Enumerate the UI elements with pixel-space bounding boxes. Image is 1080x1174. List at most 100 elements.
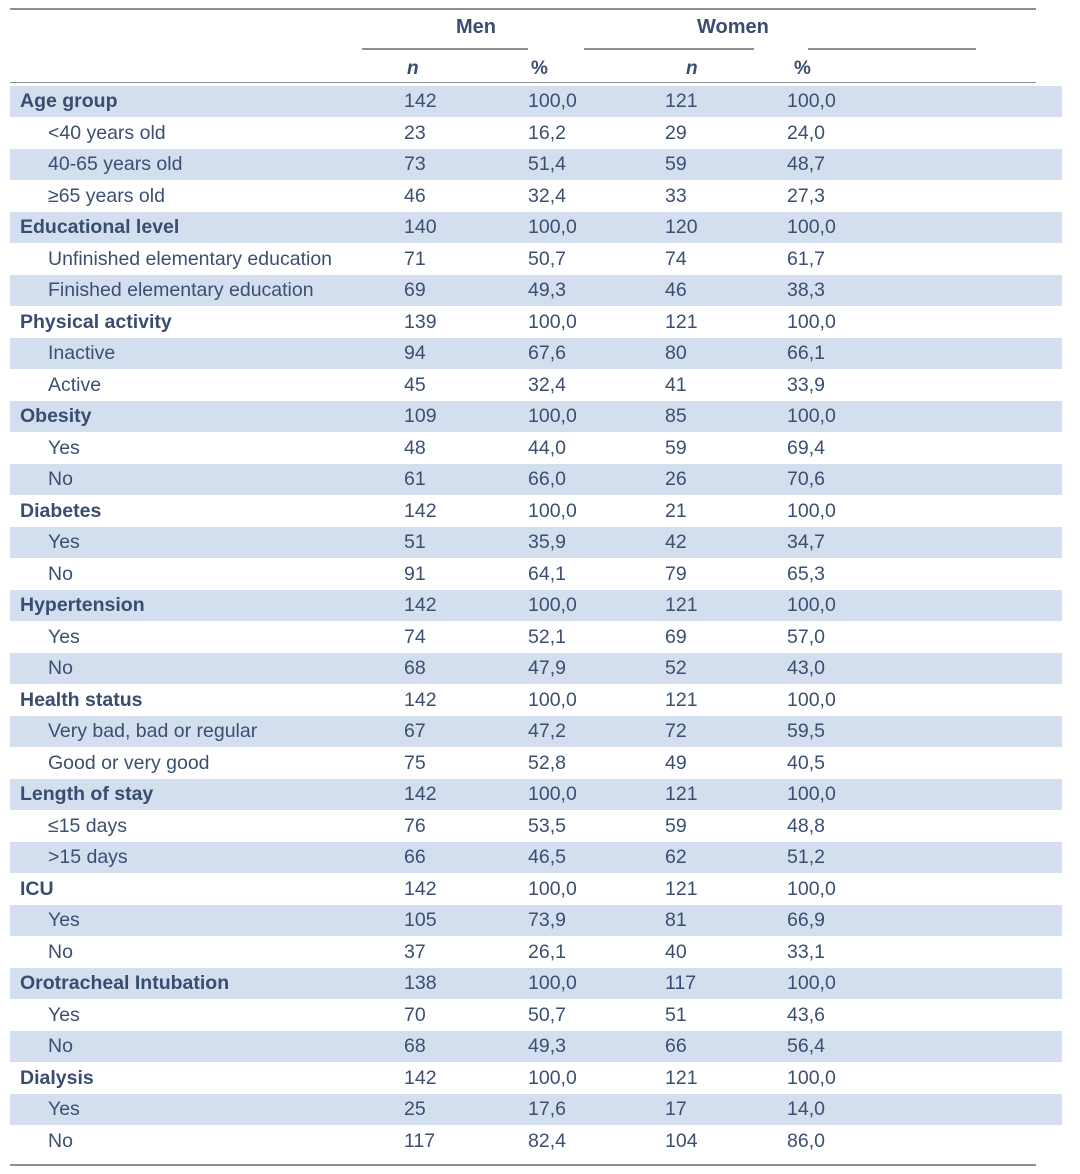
- table-row: Active 45 32,4 41 33,9: [0, 370, 1080, 401]
- table-row: Orotracheal Intubation 138 100,0 117 100,0: [0, 968, 1080, 999]
- women-pct-cell: 56,4: [787, 1035, 825, 1057]
- table-row: No 117 82,4 104 86,0: [0, 1126, 1080, 1157]
- table-row: Inactive 94 67,6 80 66,1: [0, 338, 1080, 369]
- women-n-cell: 59: [665, 153, 687, 175]
- men-n-cell: 23: [404, 122, 426, 144]
- women-n-cell: 49: [665, 752, 687, 774]
- men-pct-cell: 51,4: [528, 153, 566, 175]
- women-n-cell: 40: [665, 941, 687, 963]
- table-row: Finished elementary education 69 49,3 46 38,…: [0, 275, 1080, 306]
- men-n-cell: 142: [404, 689, 437, 711]
- men-n-cell: 142: [404, 90, 437, 112]
- women-n-cell: 33: [665, 185, 687, 207]
- table-row: Good or very good 75 52,8 49 40,5: [0, 748, 1080, 779]
- men-pct-cell: 100,0: [528, 972, 577, 994]
- women-n-cell: 121: [665, 878, 698, 900]
- table-top-rule: [10, 8, 1036, 10]
- women-n-cell: 121: [665, 783, 698, 805]
- men-n-cell: 66: [404, 846, 426, 868]
- women-pct-cell: 48,7: [787, 153, 825, 175]
- row-label: ≥65 years old: [48, 185, 165, 207]
- women-pct-cell: 34,7: [787, 531, 825, 553]
- men-pct-cell: 100,0: [528, 216, 577, 238]
- men-pct-cell: 16,2: [528, 122, 566, 144]
- women-pct-cell: 100,0: [787, 216, 836, 238]
- table-row: No 61 66,0 26 70,6: [0, 464, 1080, 495]
- men-n-cell: 68: [404, 1035, 426, 1057]
- men-pct-cell: 50,7: [528, 248, 566, 270]
- row-label: Good or very good: [48, 752, 210, 774]
- women-n-cell: 74: [665, 248, 687, 270]
- women-n-cell: 62: [665, 846, 687, 868]
- row-label: Obesity: [20, 405, 92, 427]
- row-label: Inactive: [48, 342, 116, 364]
- women-n-cell: 17: [665, 1098, 687, 1120]
- women-n-cell: 29: [665, 122, 687, 144]
- table-row: Unfinished elementary education 71 50,7 74 6…: [0, 244, 1080, 275]
- women-pct-cell: 70,6: [787, 468, 825, 490]
- row-label: Diabetes: [20, 500, 102, 522]
- men-n-cell: 48: [404, 437, 426, 459]
- women-pct-cell: 48,8: [787, 815, 825, 837]
- men-n-cell: 37: [404, 941, 426, 963]
- men-pct-cell: 100,0: [528, 311, 577, 333]
- women-pct-cell: 100,0: [787, 1067, 836, 1089]
- women-n-cell: 121: [665, 90, 698, 112]
- row-label: No: [48, 1035, 73, 1057]
- men-n-cell: 51: [404, 531, 426, 553]
- table-row: Yes 48 44,0 59 69,4: [0, 433, 1080, 464]
- men-n-cell: 70: [404, 1004, 426, 1026]
- table-row: Diabetes 142 100,0 21 100,0: [0, 496, 1080, 527]
- women-n-cell: 81: [665, 909, 687, 931]
- men-n-cell: 109: [404, 405, 437, 427]
- women-n-cell: 121: [665, 311, 698, 333]
- table-row: >15 days 66 46,5 62 51,2: [0, 842, 1080, 873]
- row-label: Yes: [48, 1004, 80, 1026]
- men-pct-cell: 49,3: [528, 1035, 566, 1057]
- men-n-cell: 25: [404, 1098, 426, 1120]
- men-n-cell: 45: [404, 374, 426, 396]
- women-pct-cell: 100,0: [787, 90, 836, 112]
- men-pct-cell: 49,3: [528, 279, 566, 301]
- table-row: Hypertension 142 100,0 121 100,0: [0, 590, 1080, 621]
- men-header-underline: [362, 48, 528, 50]
- row-label: No: [48, 468, 73, 490]
- men-n-cell: 46: [404, 185, 426, 207]
- row-label: Yes: [48, 1098, 80, 1120]
- row-label: Length of stay: [20, 783, 154, 805]
- women-n-cell: 59: [665, 437, 687, 459]
- men-n-cell: 76: [404, 815, 426, 837]
- men-pct-cell: 100,0: [528, 90, 577, 112]
- men-pct-cell: 52,1: [528, 626, 566, 648]
- men-pct-cell: 82,4: [528, 1130, 566, 1152]
- men-pct-cell: 100,0: [528, 783, 577, 805]
- women-pct-cell: 100,0: [787, 311, 836, 333]
- women-pct-cell: 51,2: [787, 846, 825, 868]
- row-label: Unfinished elementary education: [48, 248, 333, 270]
- women-pct-cell: 33,1: [787, 941, 825, 963]
- men-n-cell: 69: [404, 279, 426, 301]
- women-n-cell: 120: [665, 216, 698, 238]
- row-label: Very bad, bad or regular: [48, 720, 258, 742]
- men-n-cell: 142: [404, 878, 437, 900]
- header-bottom-rule: [10, 82, 1036, 83]
- row-label: No: [48, 563, 73, 585]
- table-row: Yes 105 73,9 81 66,9: [0, 905, 1080, 936]
- women-pct-cell: 86,0: [787, 1130, 825, 1152]
- table-row: No 91 64,1 79 65,3: [0, 559, 1080, 590]
- row-label: 40-65 years old: [48, 153, 183, 175]
- table-row: Dialysis 142 100,0 121 100,0: [0, 1063, 1080, 1094]
- header-men-pct: %: [531, 58, 548, 79]
- row-label: >15 days: [48, 846, 128, 868]
- table-row: ICU 142 100,0 121 100,0: [0, 874, 1080, 905]
- table-bottom-rule: [10, 1164, 1036, 1166]
- men-pct-cell: 50,7: [528, 1004, 566, 1026]
- row-label: No: [48, 941, 73, 963]
- table-row: Yes 74 52,1 69 57,0: [0, 622, 1080, 653]
- women-pct-cell: 69,4: [787, 437, 825, 459]
- row-label: Hypertension: [20, 594, 145, 616]
- women-n-cell: 66: [665, 1035, 687, 1057]
- header-women-pct: %: [794, 58, 811, 79]
- men-n-cell: 74: [404, 626, 426, 648]
- row-label: Orotracheal Intubation: [20, 972, 230, 994]
